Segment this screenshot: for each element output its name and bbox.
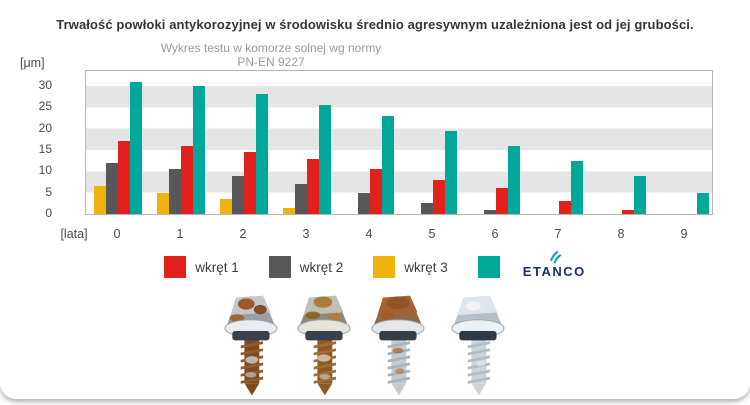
bar-wkret-1-year-6 <box>496 188 508 214</box>
bar-wkret-2-year-4 <box>358 192 370 214</box>
bar-etanco-year-3 <box>319 105 331 214</box>
bar-etanco-year-7 <box>571 160 583 214</box>
bar-wkret-2-year-6 <box>484 209 496 214</box>
x-tick-label: 9 <box>680 227 688 241</box>
legend-item-label: wkręt 3 <box>404 259 448 275</box>
legend-swatch-gray <box>268 256 291 278</box>
x-tick-label: 4 <box>365 227 373 241</box>
legend-item-label: wkręt 2 <box>299 259 344 275</box>
bar-wkret-3-year-1 <box>157 192 169 214</box>
x-tick-label: 6 <box>491 227 499 241</box>
bar-wkret-2-year-2 <box>232 175 244 214</box>
legend-item-brand: ETANCO <box>477 251 586 281</box>
bar-wkret-1-year-3 <box>307 158 319 214</box>
bar-wkret-2-year-0 <box>106 162 118 214</box>
bar-wkret-3-year-2 <box>220 199 232 214</box>
bar-wkret-3-year-0 <box>94 186 106 214</box>
bar-wkret-3-year-3 <box>283 207 295 214</box>
corroded-screw <box>282 292 364 403</box>
y-tick-label: 10 <box>38 163 52 178</box>
bar-etanco-year-0 <box>130 81 142 214</box>
bar-wkret-1-year-4 <box>370 169 382 214</box>
brand-logo: ETANCO <box>523 251 586 279</box>
x-tick-label: 3 <box>302 227 310 241</box>
y-tick-label: 0 <box>45 206 52 220</box>
bar-wkret-1-year-8 <box>622 209 634 214</box>
bar-etanco-year-8 <box>634 175 646 214</box>
bar-etanco-year-1 <box>193 85 205 214</box>
legend-item: wkręt 3 <box>373 256 448 278</box>
legend: wkręt 1 wkręt 2 wkręt 3 ETANCO <box>0 251 750 283</box>
y-axis-unit-label: [μm] <box>20 56 45 70</box>
x-tick-label: 8 <box>617 227 625 241</box>
brand-name: ETANCO <box>522 264 586 279</box>
heavily-corroded-screw <box>209 292 291 403</box>
y-axis-ticks: 0 5 10 15 20 25 30 <box>26 70 52 220</box>
y-tick-label: 15 <box>38 141 52 156</box>
bar-wkret-1-year-5 <box>433 179 445 214</box>
bar-etanco-year-5 <box>445 130 457 214</box>
bar-wkret-2-year-5 <box>421 203 433 214</box>
x-tick-label: 5 <box>428 227 436 241</box>
y-tick-label: 30 <box>38 77 52 92</box>
legend-swatch-red <box>164 256 187 278</box>
brand-lightning-icon <box>550 251 562 264</box>
legend-item: wkręt 2 <box>268 256 344 278</box>
bar-wkret-1-year-7 <box>559 201 571 214</box>
chart-subtitle: Wykres testu w komorze solnej wg normy P… <box>160 41 382 69</box>
y-tick-label: 5 <box>45 184 52 199</box>
partially-corroded-screw <box>356 292 438 403</box>
bar-etanco-year-2 <box>256 94 268 214</box>
legend-swatch-yellow <box>373 256 396 278</box>
bar-wkret-1-year-0 <box>118 141 130 214</box>
bar-wkret-1-year-1 <box>181 145 193 214</box>
x-axis-labels: 0 1 2 3 4 5 6 7 8 9 <box>85 227 711 243</box>
x-tick-label: 1 <box>176 227 184 241</box>
y-tick-label: 20 <box>38 120 52 135</box>
x-axis-unit-label: [lata] <box>60 227 88 241</box>
x-tick-label: 7 <box>554 227 562 241</box>
y-tick-label: 25 <box>38 99 52 114</box>
legend-item: wkręt 1 <box>164 256 239 278</box>
bar-etanco-year-4 <box>382 115 394 214</box>
bar-wkret-1-year-2 <box>244 152 256 214</box>
plot-area <box>85 70 713 215</box>
clean-galvanized-screw <box>436 292 518 403</box>
bar-etanco-year-6 <box>508 145 520 214</box>
bar-etanco-year-9 <box>697 192 709 214</box>
x-tick-label: 0 <box>113 227 121 241</box>
page-title: Trwałość powłoki antykorozyjnej w środow… <box>56 17 694 32</box>
legend-swatch-teal <box>477 256 500 278</box>
bar-wkret-2-year-3 <box>295 184 307 214</box>
x-tick-label: 2 <box>239 227 247 241</box>
legend-item-label: wkręt 1 <box>195 259 239 275</box>
bar-wkret-2-year-1 <box>169 169 181 214</box>
